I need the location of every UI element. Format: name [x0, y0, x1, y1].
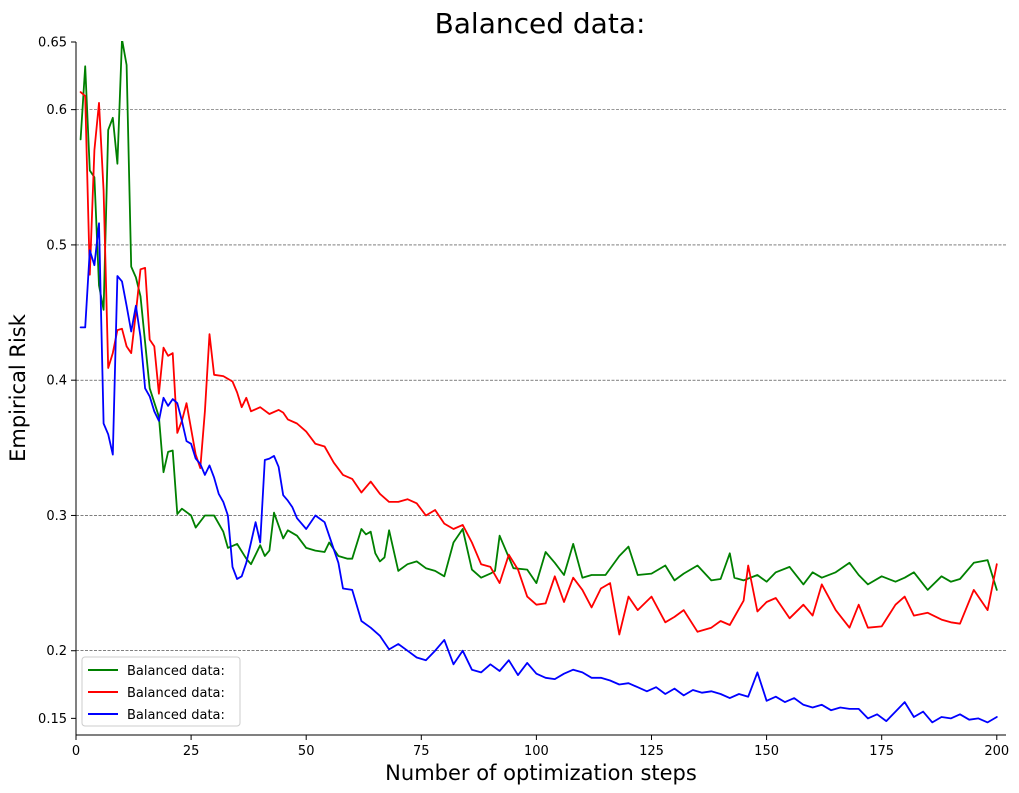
- y-axis-label: Empirical Risk: [6, 313, 30, 462]
- y-ticks: 0.15 0.2 0.3 0.4 0.5 0.6 0.65: [38, 36, 76, 727]
- x-tick-label: 25: [183, 744, 200, 759]
- y-tick-label: 0.4: [46, 374, 67, 389]
- x-ticks: 0 25 50 75 100 125 150 175 200: [72, 735, 1009, 759]
- series-line-1: [79, 41, 998, 591]
- series-lines: [79, 41, 998, 724]
- x-tick-label: 200: [984, 744, 1009, 759]
- y-tick-label: 0.2: [46, 644, 67, 659]
- x-tick-label: 0: [72, 744, 80, 759]
- x-tick-label: 100: [524, 744, 549, 759]
- chart-title: Balanced data:: [435, 7, 646, 40]
- y-tick-label: 0.65: [38, 36, 67, 51]
- x-axis-label: Number of optimization steps: [385, 761, 697, 785]
- y-tick-label: 0.6: [46, 103, 67, 118]
- y-tick-label: 0.15: [38, 712, 67, 727]
- y-tick-label: 0.3: [46, 509, 67, 524]
- legend-entry-series-2: Balanced data:: [127, 686, 225, 701]
- legend: Balanced data: Balanced data: Balanced d…: [81, 656, 241, 727]
- axes: [75, 42, 1006, 736]
- legend-entry-series-3: Balanced data:: [127, 708, 225, 723]
- series-line-3: [79, 222, 998, 724]
- y-tick-label: 0.5: [46, 238, 67, 253]
- x-tick-label: 175: [869, 744, 894, 759]
- legend-entry-series-1: Balanced data:: [127, 664, 225, 679]
- series-line-2: [79, 91, 998, 636]
- x-tick-label: 150: [754, 744, 779, 759]
- x-tick-label: 50: [298, 744, 315, 759]
- x-tick-label: 75: [413, 744, 430, 759]
- x-tick-label: 125: [639, 744, 664, 759]
- legend-box: [81, 656, 241, 727]
